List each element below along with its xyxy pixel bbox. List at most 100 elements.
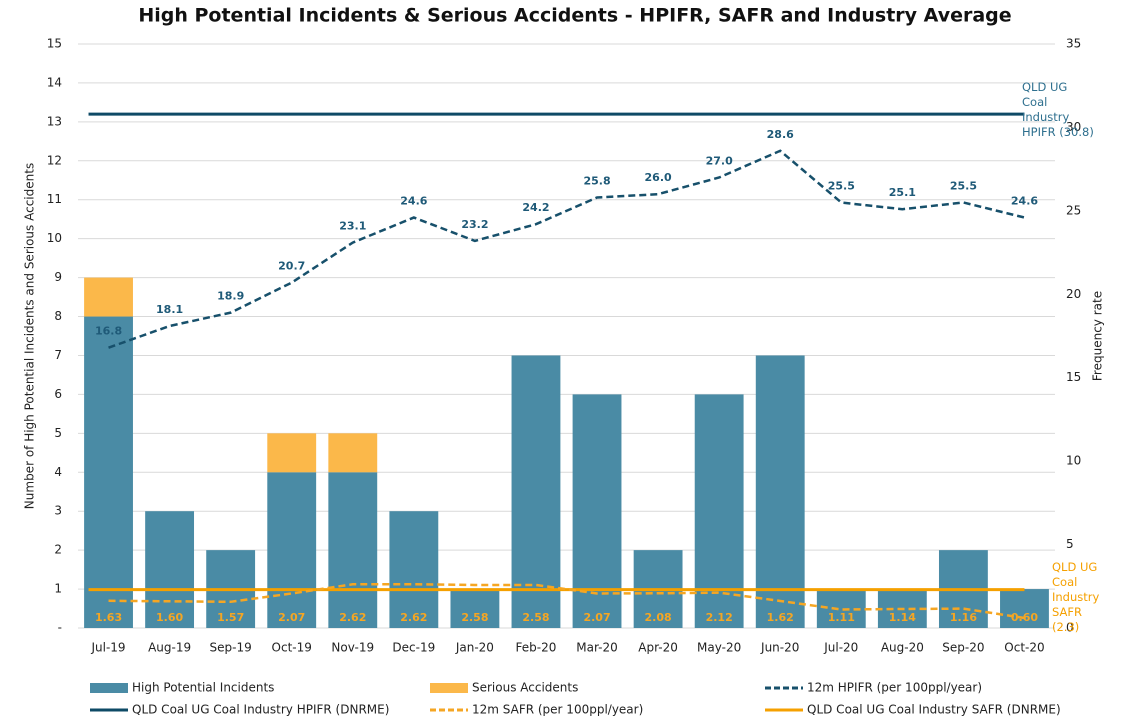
data-label: 28.6 <box>767 128 794 141</box>
data-label: 23.1 <box>339 220 366 233</box>
data-label: 2.07 <box>278 611 305 624</box>
data-label: 20.7 <box>278 260 305 273</box>
x-tick-label: Sep-19 <box>210 641 252 655</box>
x-tick-label: Jul-19 <box>90 641 125 655</box>
data-label: 25.5 <box>950 180 977 193</box>
data-label: 23.2 <box>461 218 488 231</box>
x-tick-label: Feb-20 <box>516 641 557 655</box>
data-label: 18.9 <box>217 290 244 303</box>
x-tick-label: Oct-20 <box>1004 641 1044 655</box>
y2-tick-label: 25 <box>1066 203 1081 217</box>
bar <box>84 316 133 628</box>
y2-tick-label: 0 <box>1066 621 1074 635</box>
y-tick-label: 9 <box>54 270 62 284</box>
y-tick-label: 10 <box>47 231 62 245</box>
x-tick-label: Aug-19 <box>148 641 191 655</box>
bar <box>84 277 133 317</box>
data-label: 25.8 <box>583 175 610 188</box>
legend-label: High Potential Incidents <box>132 681 274 695</box>
x-tick-label: May-20 <box>697 641 741 655</box>
data-label: 2.58 <box>461 611 488 624</box>
data-label: 1.62 <box>767 611 794 624</box>
bar <box>1000 589 1049 628</box>
y-tick-label: 12 <box>47 153 62 167</box>
data-label: 2.62 <box>339 611 366 624</box>
chart-title: High Potential Incidents & Serious Accid… <box>138 5 1011 27</box>
y-tick-label: - <box>58 621 62 635</box>
x-tick-label: Jul-20 <box>823 641 858 655</box>
x-tick-label: Jun-20 <box>760 641 799 655</box>
legend-label: QLD Coal UG Coal Industry SAFR (DNRME) <box>807 703 1061 717</box>
data-label: 24.6 <box>400 195 427 208</box>
legend-label: Serious Accidents <box>472 681 578 695</box>
bar <box>328 472 378 628</box>
legend-swatch <box>90 683 128 693</box>
data-label: 1.57 <box>217 611 244 624</box>
data-label: 27.0 <box>706 154 733 167</box>
y2-tick-label: 20 <box>1066 287 1081 301</box>
x-tick-label: Sep-20 <box>942 641 984 655</box>
bar <box>267 433 317 473</box>
x-tick-label: Dec-19 <box>392 641 435 655</box>
data-label: 0.60 <box>1011 611 1038 624</box>
y2-axis-label: Frequency rate <box>1091 291 1105 381</box>
y-tick-label: 5 <box>54 426 62 440</box>
y2-tick-label: 5 <box>1066 537 1074 551</box>
y-tick-label: 6 <box>54 387 62 401</box>
reference-label: QLD UG Coal Industry SAFR (2.3) <box>1052 560 1100 634</box>
y-tick-label: 13 <box>47 114 62 128</box>
data-label: 2.12 <box>706 611 733 624</box>
y-tick-label: 3 <box>54 504 62 518</box>
data-label: 1.11 <box>828 611 855 624</box>
legend-swatch <box>430 683 468 693</box>
data-label: 26.0 <box>645 171 672 184</box>
bar <box>328 433 378 473</box>
data-label: 1.60 <box>156 611 183 624</box>
y-tick-label: 8 <box>54 309 62 323</box>
y-axis-label: Number of High Potential Incidents and S… <box>23 163 37 509</box>
y-tick-label: 4 <box>54 465 62 479</box>
x-tick-label: Apr-20 <box>638 641 678 655</box>
data-label: 25.1 <box>889 186 916 199</box>
x-tick-label: Mar-20 <box>576 641 617 655</box>
x-tick-label: Nov-19 <box>331 641 374 655</box>
bar <box>755 355 805 628</box>
data-label: 24.2 <box>522 201 549 214</box>
y-tick-label: 2 <box>54 543 62 557</box>
x-tick-label: Aug-20 <box>881 641 924 655</box>
bar <box>389 511 439 628</box>
data-label: 1.16 <box>950 611 977 624</box>
y2-tick-label: 15 <box>1066 370 1081 384</box>
data-label: 2.62 <box>400 611 427 624</box>
y-tick-label: 14 <box>47 75 62 89</box>
data-label: 1.14 <box>889 611 916 624</box>
x-tick-label: Oct-19 <box>272 641 312 655</box>
data-label: 18.1 <box>156 303 183 316</box>
data-label: 25.5 <box>828 180 855 193</box>
legend-label: 12m SAFR (per 100ppl/year) <box>472 703 643 717</box>
y-tick-label: 11 <box>47 192 62 206</box>
y-tick-label: 15 <box>47 37 62 51</box>
y-tick-label: 7 <box>54 348 62 362</box>
y2-tick-label: 10 <box>1066 454 1081 468</box>
y2-tick-label: 35 <box>1066 37 1081 51</box>
bar <box>511 355 561 628</box>
data-label: 16.8 <box>95 325 122 338</box>
line-series <box>108 149 1025 349</box>
legend-label: 12m HPIFR (per 100ppl/year) <box>807 681 982 695</box>
bar <box>450 589 500 628</box>
reference-label: QLD UG Coal Industry HPIFR (30.8) <box>1022 80 1094 139</box>
y2-tick-label: 30 <box>1066 120 1081 134</box>
bar <box>267 472 317 628</box>
data-label: 2.08 <box>645 611 672 624</box>
legend-label: QLD Coal UG Coal Industry HPIFR (DNRME) <box>132 703 389 717</box>
data-label: 2.58 <box>522 611 549 624</box>
x-tick-label: Jan-20 <box>455 641 494 655</box>
data-label: 24.6 <box>1011 195 1038 208</box>
data-label: 2.07 <box>583 611 610 624</box>
y-tick-label: 1 <box>54 582 62 596</box>
data-label: 1.63 <box>95 611 122 624</box>
bar <box>145 511 195 628</box>
